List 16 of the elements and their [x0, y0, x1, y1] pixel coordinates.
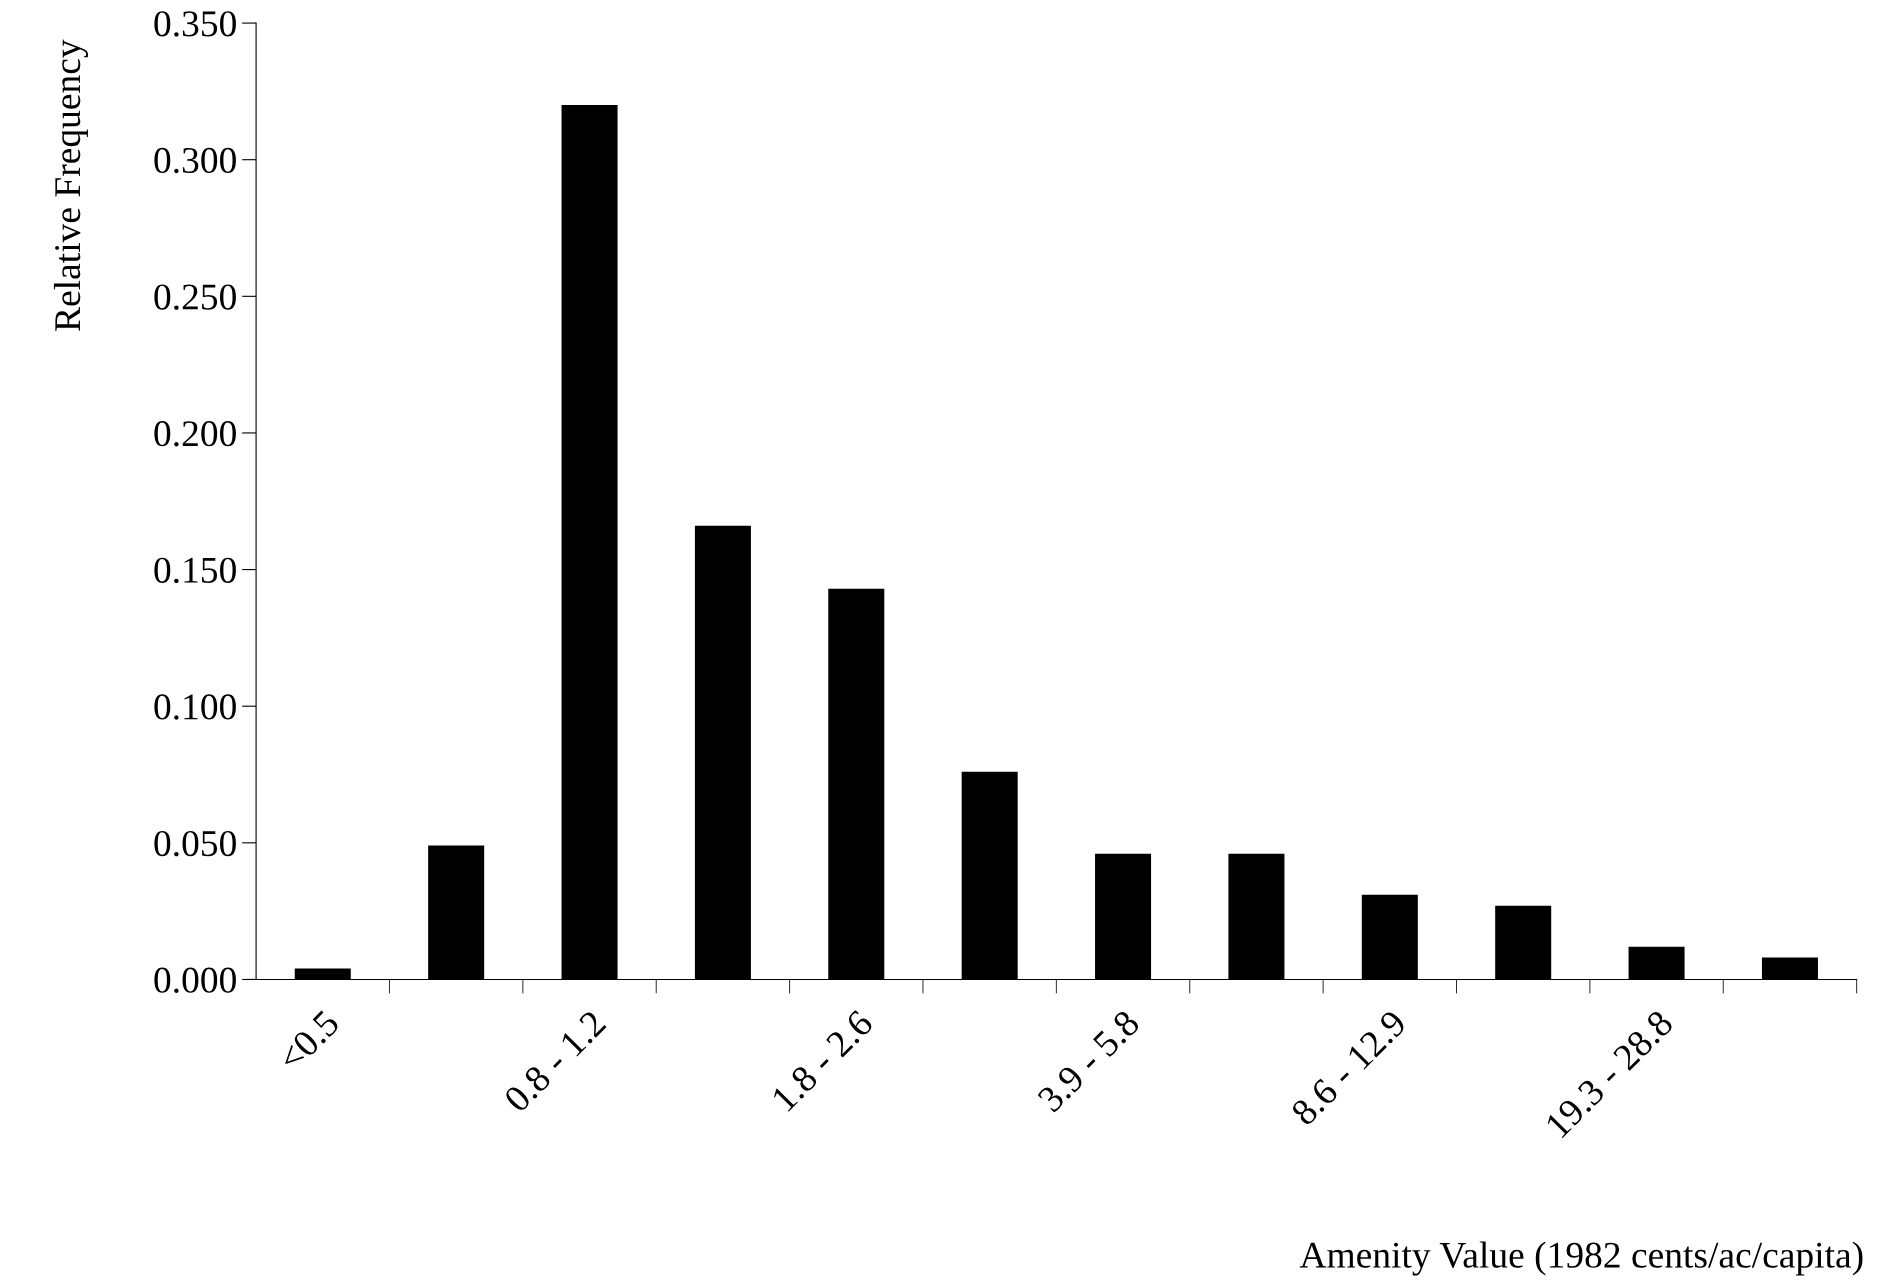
y-tick-label: 0.350	[154, 11, 236, 37]
y-axis-title: Relative Frequency	[53, 39, 89, 331]
y-tick-label: 0.150	[154, 557, 236, 584]
x-tick-label: 3.9 - 5.8	[1036, 1009, 1141, 1114]
x-tick-label: <0.5	[276, 1009, 341, 1073]
x-tick-label: 1.8 - 2.6	[771, 1008, 875, 1113]
x-axis-title: Amenity Value (1982 cents/ac/capita)	[1299, 1241, 1863, 1276]
y-tick-label: 0.300	[154, 147, 236, 174]
x-tick-label: 19.3 - 28.8	[1544, 1009, 1675, 1139]
y-tick-label: 0.050	[154, 830, 236, 857]
y-tick-label: 0.250	[154, 284, 236, 310]
x-tick-label: 0.8 - 1.2	[502, 1009, 607, 1114]
y-tick-label: 0.100	[154, 694, 236, 720]
x-tick-label: 8.6 - 12.9	[1289, 1009, 1408, 1127]
y-tick-label: 0.000	[154, 967, 236, 993]
y-tick-label: 0.200	[154, 421, 236, 447]
